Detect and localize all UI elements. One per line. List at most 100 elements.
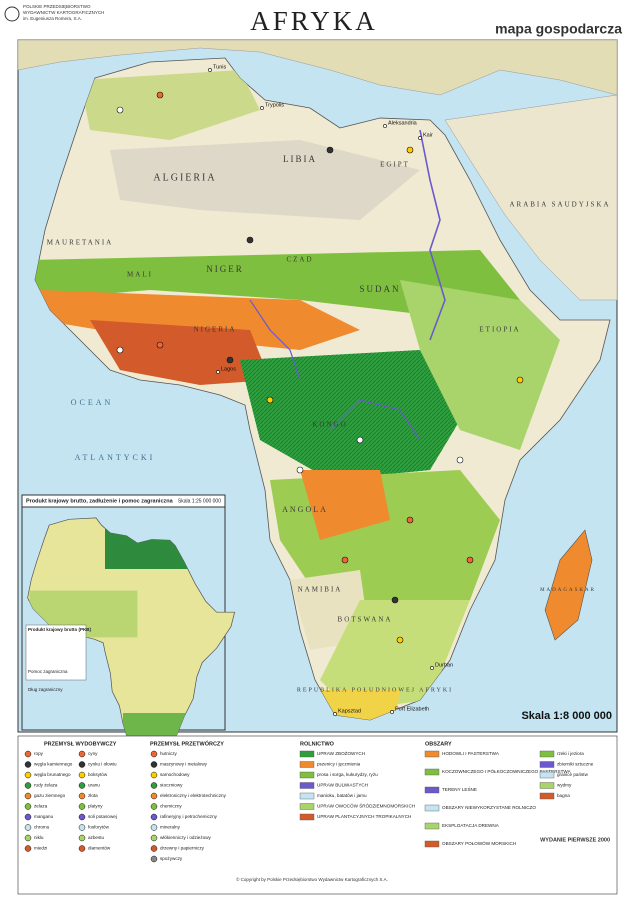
arabia (444, 94, 618, 301)
tuber-zone (90, 320, 270, 385)
legend-icon (150, 813, 158, 821)
legend-icon (150, 782, 158, 789)
economic-symbol (246, 236, 254, 244)
country-label: NIGERIA (194, 326, 237, 334)
legend-item: EKSPLOATACJA DREWNA (442, 823, 500, 828)
legend-item: pszenicy i jęczmienia (317, 762, 361, 767)
legend-icon (150, 803, 158, 810)
legend-item: mineralny (160, 825, 181, 830)
economic-symbol (116, 106, 124, 114)
legend-swatch (424, 786, 440, 794)
legend-icon (150, 824, 158, 831)
legend-item: rzeki i jeziora (557, 751, 584, 756)
legend-item: miedzi (34, 846, 47, 851)
legend-swatch (299, 813, 315, 821)
legend-icon (150, 855, 158, 863)
legend-item: elektroniczny i elektrotechniczny (160, 793, 227, 798)
legend-item: maszynowy i metalowy (160, 762, 208, 767)
legend-icon (24, 761, 32, 768)
legend-item: hutniczy (160, 751, 178, 756)
country-label: CZAD (286, 256, 313, 264)
cape-fruit (320, 690, 400, 720)
legend-item: zbiorniki sztuczne (557, 762, 594, 767)
ocean-label: ATLANTYCKI (75, 453, 156, 462)
city-label: Durban (435, 662, 453, 668)
economic-symbol (406, 516, 414, 524)
legend-icon (78, 845, 86, 852)
niger-river (249, 299, 301, 381)
inset-legend (25, 624, 87, 681)
country-label: BOTSWANA (338, 616, 393, 624)
economic-symbol (341, 556, 349, 564)
legend-icon (24, 771, 32, 779)
legend-icon (24, 782, 32, 789)
economic-symbol (391, 596, 399, 604)
legend-swatch (424, 768, 440, 776)
legend-item: uranu (88, 783, 100, 788)
legend-item: rudy żelaza (34, 783, 58, 788)
city-marker (208, 68, 212, 72)
legend-icon (150, 845, 158, 852)
economic-symbol (226, 356, 234, 364)
legend-icon (78, 824, 86, 831)
city-label: Port Elizabeth (395, 706, 429, 712)
legend-icon (24, 813, 32, 821)
legend-heading: OBSZARY (425, 741, 452, 747)
legend-icon (24, 824, 32, 831)
economic-symbol (406, 146, 414, 154)
country-label: ALGIERIA (153, 172, 216, 183)
city-marker (418, 136, 422, 140)
country-label: ETIOPIA (479, 326, 520, 334)
economic-symbol (156, 341, 164, 349)
legend-icon (24, 750, 32, 758)
land-use (35, 70, 560, 720)
economic-symbol (466, 556, 474, 564)
legend-icon (24, 792, 32, 800)
legend-heading: PRZEMYSŁ WYDOBYWCZY (44, 741, 117, 747)
city-label: Kair (423, 132, 433, 138)
legend-item: manioku, batatów i jamu (317, 793, 367, 798)
nile (419, 129, 446, 341)
legend-swatch (539, 792, 555, 800)
legend-item: samochodowy (160, 772, 190, 777)
legend-item: cynku i ołowiu (88, 762, 117, 767)
legend-item: ropy (34, 751, 44, 756)
city-label: Trypolis (265, 102, 284, 108)
grain-zone (40, 290, 360, 350)
east-pasture (400, 280, 560, 450)
legend-heading: PRZEMYSŁ PRZETWÓRCZY (150, 739, 224, 747)
legend-swatch (299, 761, 315, 768)
legend-icon (78, 813, 86, 821)
legend-item: prosa i sorga, kukurydzy, ryżu (317, 772, 378, 777)
copyright: © Copyright by Polskie Przedsiębiorstwo … (236, 876, 388, 882)
legend-item: manganu (34, 814, 54, 819)
city-marker (383, 124, 387, 128)
legend-heading: ROLNICTWO (300, 741, 335, 747)
legend-item: chromu (34, 825, 50, 830)
legend-item: OBSZARY POŁOWÓW MORSKICH (442, 840, 516, 846)
map-scale: Skala 1:8 000 000 (521, 710, 612, 722)
economic-symbol (156, 91, 164, 99)
country-label: LIBIA (283, 154, 317, 164)
legend-item: złota (88, 793, 98, 798)
inset-debt: Dług zagraniczny (28, 687, 63, 692)
legend-swatch (299, 792, 315, 800)
edition: WYDANIE PIERWSZE 2000 (540, 837, 610, 843)
legend-item: granice państw (557, 772, 589, 777)
legend-item: cyny (88, 751, 98, 756)
legend-item: platyny (88, 804, 103, 809)
inset-scale: Skala 1:25 000 000 (178, 498, 221, 504)
legend-item: soli potasowej (88, 814, 117, 819)
economic-symbol (356, 436, 364, 444)
legend-icon (78, 750, 86, 758)
country-label: NIGER (206, 264, 244, 274)
legend-item: wydmy (557, 783, 572, 788)
logo (4, 6, 20, 22)
country-label: REPUBLIKA POŁUDNIOWEJ AFRYKI (297, 687, 453, 693)
city-marker (430, 666, 434, 670)
legend-swatch (539, 750, 555, 758)
legend-swatch (424, 840, 440, 848)
economic-symbol (296, 466, 304, 474)
forest-hatch (240, 350, 460, 480)
legend-item: UPRAW OWOCÓW ŚRÓDZIEMNOMORSKICH (317, 802, 415, 809)
